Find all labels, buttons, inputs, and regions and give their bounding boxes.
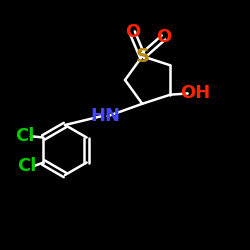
Text: OH: OH [180,84,210,102]
Text: O: O [125,24,140,42]
Text: Cl: Cl [15,127,34,145]
Text: S: S [135,47,149,66]
Text: Cl: Cl [18,157,37,175]
Text: HN: HN [90,107,120,125]
Text: O: O [156,28,171,46]
